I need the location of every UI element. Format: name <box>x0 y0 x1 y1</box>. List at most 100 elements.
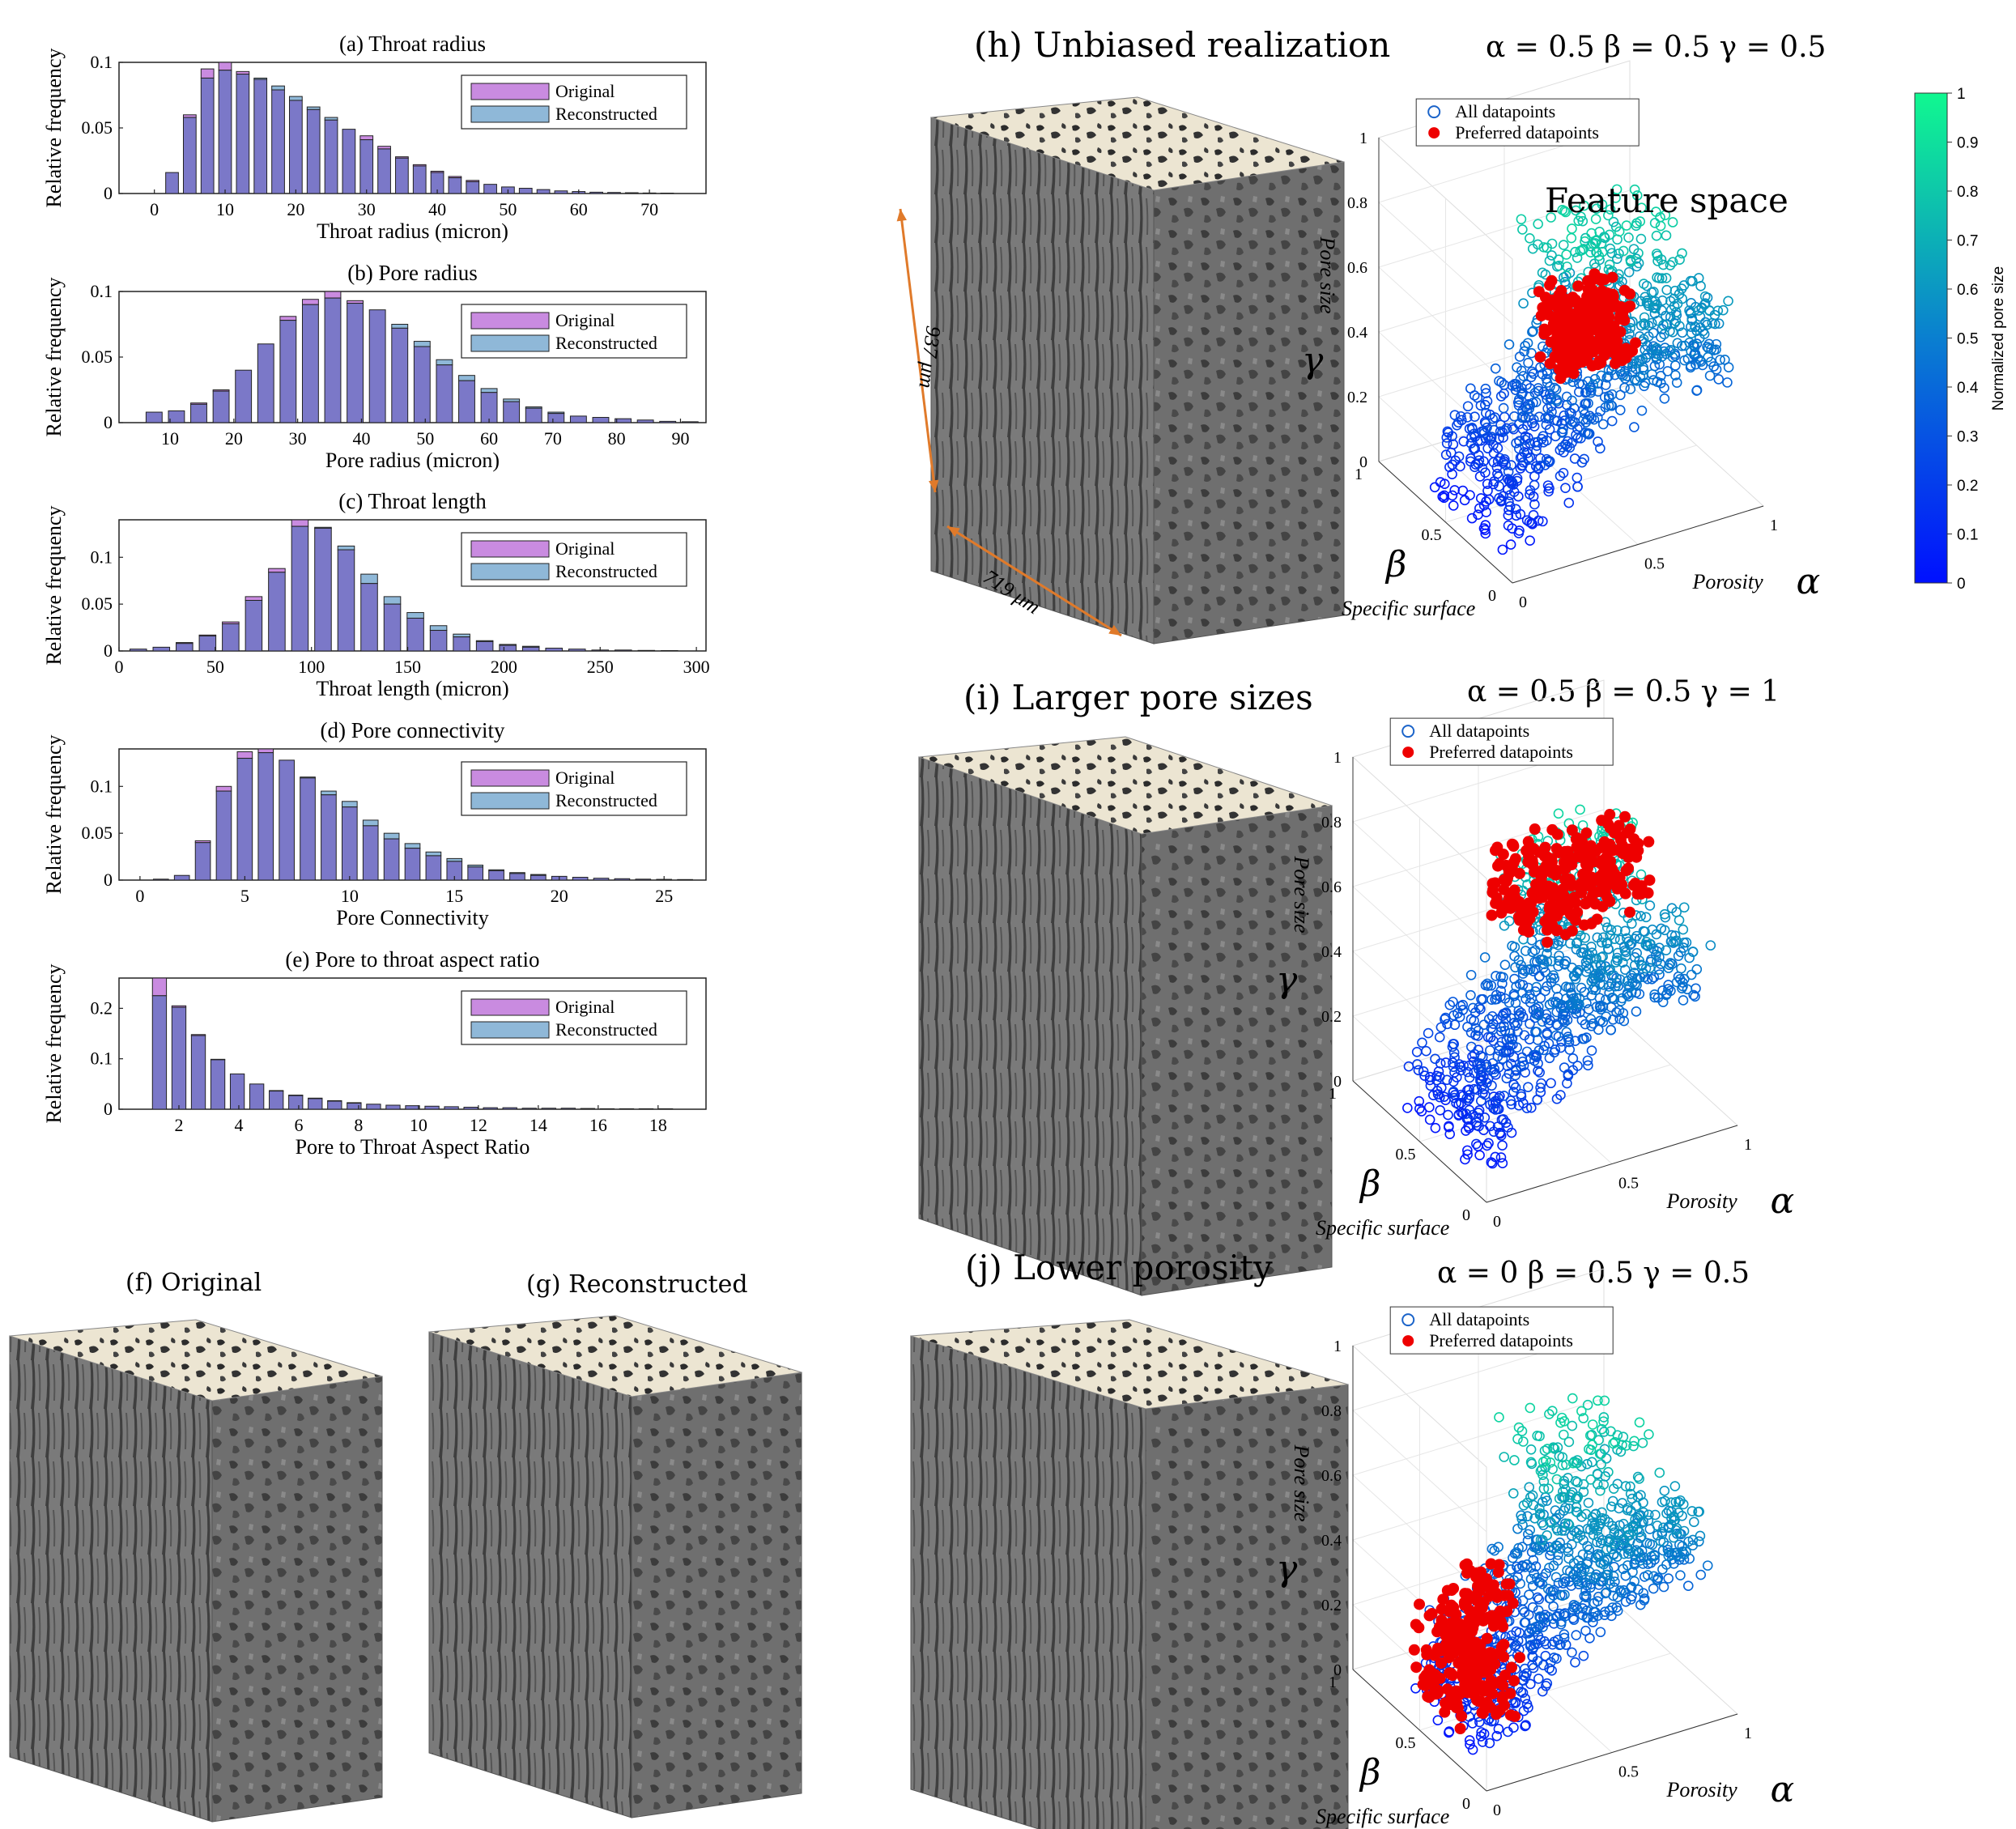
datapoint <box>1603 981 1614 992</box>
datapoint <box>1655 220 1666 232</box>
x-tick-label: 20 <box>225 428 243 449</box>
datapoint <box>1583 1060 1593 1071</box>
datapoint <box>1538 1457 1549 1467</box>
datapoint <box>1550 384 1562 395</box>
x-axis-label: Pore Connectivity <box>336 906 488 929</box>
colorbar-tick-label: 0.9 <box>1957 135 1978 152</box>
preferred-datapoint <box>1601 287 1614 299</box>
datapoint <box>1546 1665 1557 1676</box>
preferred-datapoint <box>1453 1618 1465 1630</box>
bar-diff <box>151 977 168 997</box>
bar-diff <box>383 832 400 840</box>
x-tick-label: 0.5 <box>1644 555 1665 573</box>
bar-overlap <box>569 415 587 423</box>
legend-box <box>1415 98 1640 147</box>
datapoint <box>1675 1570 1686 1580</box>
datapoint <box>1435 1022 1447 1033</box>
datapoint <box>1629 1576 1640 1587</box>
bar-overlap <box>615 649 632 652</box>
bar-overlap <box>681 421 699 423</box>
x-tick-label: 10 <box>410 1115 427 1135</box>
datapoint <box>1525 997 1536 1008</box>
datapoint <box>1545 1516 1555 1527</box>
cube-right-face <box>211 1376 383 1823</box>
bar-overlap <box>377 148 391 194</box>
datapoint <box>1603 965 1614 976</box>
preferred-datapoint <box>1604 809 1616 821</box>
x-tick-label: 30 <box>289 428 307 449</box>
bar-overlap <box>638 1108 654 1110</box>
bar-overlap <box>190 1035 206 1110</box>
datapoint <box>1603 943 1614 955</box>
datapoint <box>1640 377 1651 389</box>
datapoint <box>1634 1417 1645 1428</box>
preferred-datapoint <box>1426 1607 1438 1619</box>
datapoint <box>1631 1006 1642 1017</box>
x-tick-label: 0 <box>1493 1801 1501 1819</box>
datapoint <box>1660 210 1671 220</box>
datapoint <box>1598 1427 1610 1437</box>
bar-diff <box>453 633 470 638</box>
preferred-datapoint <box>1490 1610 1502 1623</box>
bar-diff <box>425 851 442 857</box>
datapoint <box>1578 1650 1589 1661</box>
datapoint <box>1553 254 1564 265</box>
preferred-datapoint <box>1513 867 1525 879</box>
datapoint <box>1635 216 1646 227</box>
datapoint <box>1543 1038 1555 1049</box>
x-tick-label: 60 <box>480 428 498 449</box>
datapoint <box>1640 319 1651 330</box>
datapoint <box>1635 1555 1645 1566</box>
datapoint <box>1648 287 1659 297</box>
legend-label-original: Original <box>555 768 615 788</box>
legend-label-original: Original <box>555 538 615 559</box>
datapoint <box>1577 215 1589 227</box>
bar-overlap <box>279 320 297 423</box>
preferred-datapoint <box>1579 870 1591 883</box>
histogram-title: (b) Pore radius <box>347 261 477 285</box>
datapoint <box>1474 1112 1484 1123</box>
datapoint <box>1551 394 1562 405</box>
bar-diff <box>383 596 402 605</box>
datapoint <box>1498 402 1509 414</box>
datapoint <box>1467 1002 1478 1014</box>
datapoint <box>1621 1542 1632 1553</box>
datapoint <box>1550 1505 1561 1516</box>
datapoint <box>1498 432 1508 443</box>
datapoint <box>1532 1035 1543 1045</box>
datapoint <box>1479 952 1491 963</box>
datapoint <box>1678 942 1689 953</box>
datapoint <box>1585 1014 1597 1025</box>
datapoint <box>1445 447 1457 458</box>
datapoint <box>1563 1436 1575 1448</box>
z-tick-label: 0.6 <box>1321 878 1342 896</box>
datapoint <box>1512 1548 1523 1559</box>
datapoint <box>1448 1076 1459 1087</box>
datapoint <box>1524 517 1535 527</box>
preferred-datapoint <box>1539 841 1551 853</box>
histogram-title: (c) Throat length <box>338 489 487 513</box>
cube-original <box>9 1319 383 1823</box>
datapoint <box>1533 1593 1545 1605</box>
x-tick-label: 0.5 <box>1618 1763 1639 1781</box>
datapoint <box>1678 1549 1690 1560</box>
preferred-datapoint <box>1539 916 1551 928</box>
z-tick-label: 0.2 <box>1321 1008 1342 1026</box>
datapoint <box>1548 1584 1559 1596</box>
datapoint <box>1551 983 1562 994</box>
datapoint <box>1479 1089 1491 1100</box>
datapoint <box>1524 1482 1535 1493</box>
datapoint <box>1590 214 1601 224</box>
datapoint <box>1625 322 1635 334</box>
datapoint <box>1567 1393 1578 1404</box>
preferred-datapoint <box>1572 280 1584 292</box>
preferred-datapoint <box>1485 1558 1497 1570</box>
datapoint <box>1523 1082 1533 1092</box>
datapoint <box>1584 1430 1596 1441</box>
y-axis-symbol: β <box>1359 1163 1380 1205</box>
datapoint <box>1468 1109 1478 1121</box>
datapoint <box>1567 416 1578 427</box>
datapoint <box>1687 1540 1699 1550</box>
datapoint <box>1588 1529 1599 1540</box>
datapoint <box>1574 999 1584 1010</box>
